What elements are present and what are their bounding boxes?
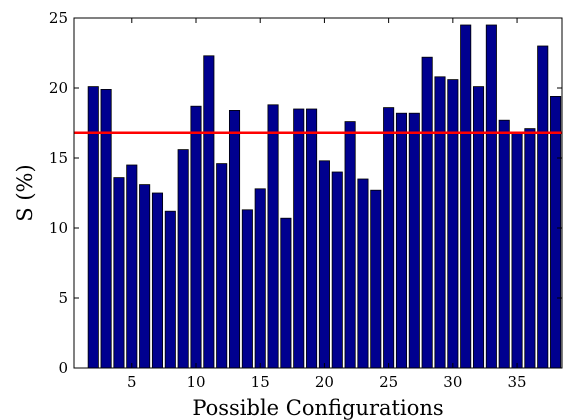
y-tick-label: 25	[49, 9, 68, 27]
bar-17	[280, 217, 292, 369]
bar-4	[113, 177, 125, 369]
y-tick-label: 10	[49, 219, 68, 237]
bar-26	[395, 112, 408, 369]
bar-24	[370, 189, 382, 369]
bar-5	[126, 164, 138, 369]
bar-13	[228, 110, 241, 369]
bar-23	[357, 178, 369, 369]
y-tick-label: 20	[49, 79, 68, 97]
bars-group	[87, 24, 562, 369]
x-tick-label: 30	[443, 373, 462, 391]
ticks-group: 5 10 15 20 25 30 35 0 5 10 15 20 25	[49, 9, 562, 391]
bar-14	[241, 209, 253, 369]
bar-6	[139, 184, 151, 369]
y-tick-label: 0	[58, 359, 68, 377]
x-axis-title: Possible Configurations	[192, 396, 443, 420]
x-tick-label: 10	[186, 373, 205, 391]
bar-37	[537, 45, 549, 369]
bar-9	[177, 149, 189, 369]
x-tick-label: 5	[127, 373, 137, 391]
x-tick-label: 15	[251, 373, 270, 391]
bar-38	[550, 96, 562, 369]
bar-18	[293, 108, 305, 369]
bar-20	[318, 160, 330, 369]
bar-11	[203, 55, 215, 369]
bar-15	[254, 188, 266, 369]
bar-30	[447, 79, 459, 369]
bar-16	[267, 104, 279, 369]
bar-21	[331, 171, 343, 369]
bar-8	[164, 210, 176, 369]
x-tick-label: 20	[315, 373, 334, 391]
bar-31	[460, 24, 472, 369]
bar-25	[383, 107, 395, 369]
x-tick-label: 35	[508, 373, 527, 391]
bar-19	[306, 108, 318, 369]
bar-32	[472, 86, 485, 369]
bar-29	[434, 76, 446, 369]
bar-3	[100, 89, 112, 369]
bar-27	[408, 112, 420, 369]
y-tick-label: 5	[58, 289, 68, 307]
bar-36	[524, 128, 536, 369]
bar-12	[216, 163, 228, 369]
bar-35	[511, 132, 523, 369]
bar-22	[344, 121, 356, 369]
bar-7	[151, 192, 164, 369]
y-axis-title: S (%)	[13, 164, 37, 221]
y-tick-label: 15	[49, 149, 68, 167]
plot-frame	[73, 17, 563, 369]
bar-10	[190, 105, 202, 369]
x-tick-label: 25	[379, 373, 398, 391]
bar-28	[421, 56, 433, 369]
bar-34	[498, 119, 510, 369]
bar-2	[87, 86, 99, 369]
bar-33	[485, 24, 497, 369]
